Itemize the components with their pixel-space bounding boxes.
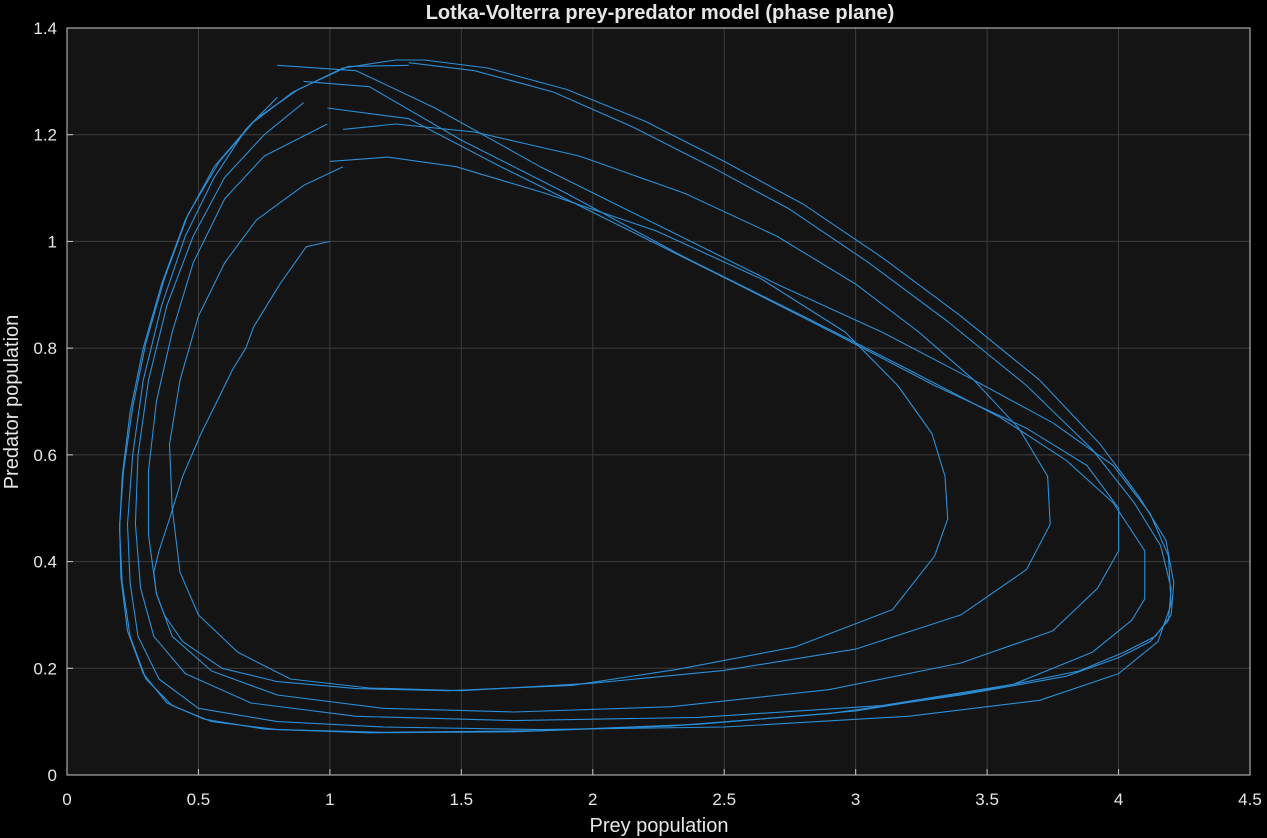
y-tick-label: 0	[48, 766, 57, 785]
x-tick-label: 2	[588, 790, 597, 809]
y-tick-label: 1	[48, 232, 57, 251]
y-tick-label: 1.4	[33, 19, 57, 38]
y-tick-label: 1.2	[33, 126, 57, 145]
y-tick-labels: 0 0.2 0.4 0.6 0.8 1 1.2 1.4	[33, 19, 73, 785]
y-tick-label: 0.2	[33, 659, 57, 678]
y-tick-label: 0.4	[33, 553, 57, 572]
trajectory-line-3	[147, 107, 1120, 713]
trajectory-line-2	[168, 123, 1051, 692]
trajectory-line-7	[119, 62, 1172, 734]
x-tick-label: 4	[1114, 790, 1123, 809]
x-tick-label: 3	[851, 790, 860, 809]
y-axis-label: Predator population	[1, 315, 23, 490]
x-tick-label: 1.5	[450, 790, 474, 809]
chart-title: Lotka-Volterra prey-predator model (phas…	[426, 2, 895, 24]
x-tick-label: 2.5	[712, 790, 736, 809]
x-axis-label: Prey population	[590, 815, 729, 837]
x-tick-label: 0	[62, 790, 71, 809]
y-tick-label: 0.8	[33, 339, 57, 358]
series-group	[119, 59, 1175, 734]
trajectory-line-5	[126, 64, 1172, 731]
x-tick-label: 3.5	[975, 790, 999, 809]
x-tick-label: 4.5	[1238, 790, 1262, 809]
trajectory-line-1	[153, 156, 949, 692]
axes-frame	[66, 27, 1251, 776]
y-tick-label: 0.6	[33, 446, 57, 465]
plot-area	[67, 28, 1250, 775]
x-tick-label: 1	[325, 790, 334, 809]
x-tick-labels: 0 0.5 1 1.5 2 2.5 3 3.5 4 4.5	[62, 769, 1262, 809]
x-tick-label: 0.5	[187, 790, 211, 809]
